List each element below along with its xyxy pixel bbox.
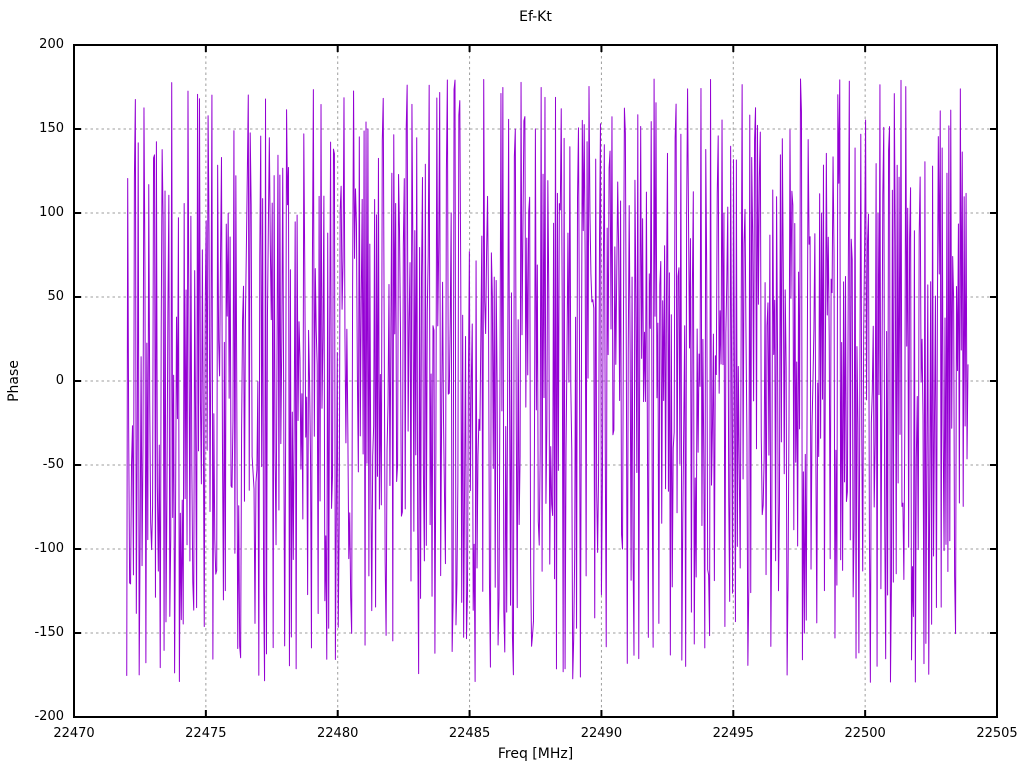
- x-tick-label: 22490: [580, 726, 623, 741]
- x-tick-label: 22480: [317, 726, 359, 741]
- x-tick-label: 22495: [712, 726, 754, 741]
- y-tick-label: 150: [39, 121, 64, 136]
- y-tick-label: 0: [55, 373, 64, 388]
- y-tick-label: 50: [47, 289, 64, 304]
- x-tick-label: 22475: [185, 726, 227, 741]
- x-tick-label: 22505: [976, 726, 1018, 741]
- y-tick-label: -200: [34, 709, 64, 724]
- y-tick-label: 100: [39, 205, 64, 220]
- x-tick-label: 22500: [844, 726, 886, 741]
- x-tick-label: 22485: [448, 726, 491, 741]
- y-tick-label: 200: [39, 37, 64, 52]
- chart-title: Ef-Kt: [519, 9, 552, 25]
- phase-trace: [126, 78, 969, 683]
- y-tick-label: -100: [34, 541, 64, 556]
- x-tick-label: 22470: [53, 726, 95, 741]
- y-tick-label: -150: [34, 625, 64, 640]
- x-axis-label: Freq [MHz]: [497, 746, 574, 762]
- y-tick-label: -50: [42, 457, 64, 472]
